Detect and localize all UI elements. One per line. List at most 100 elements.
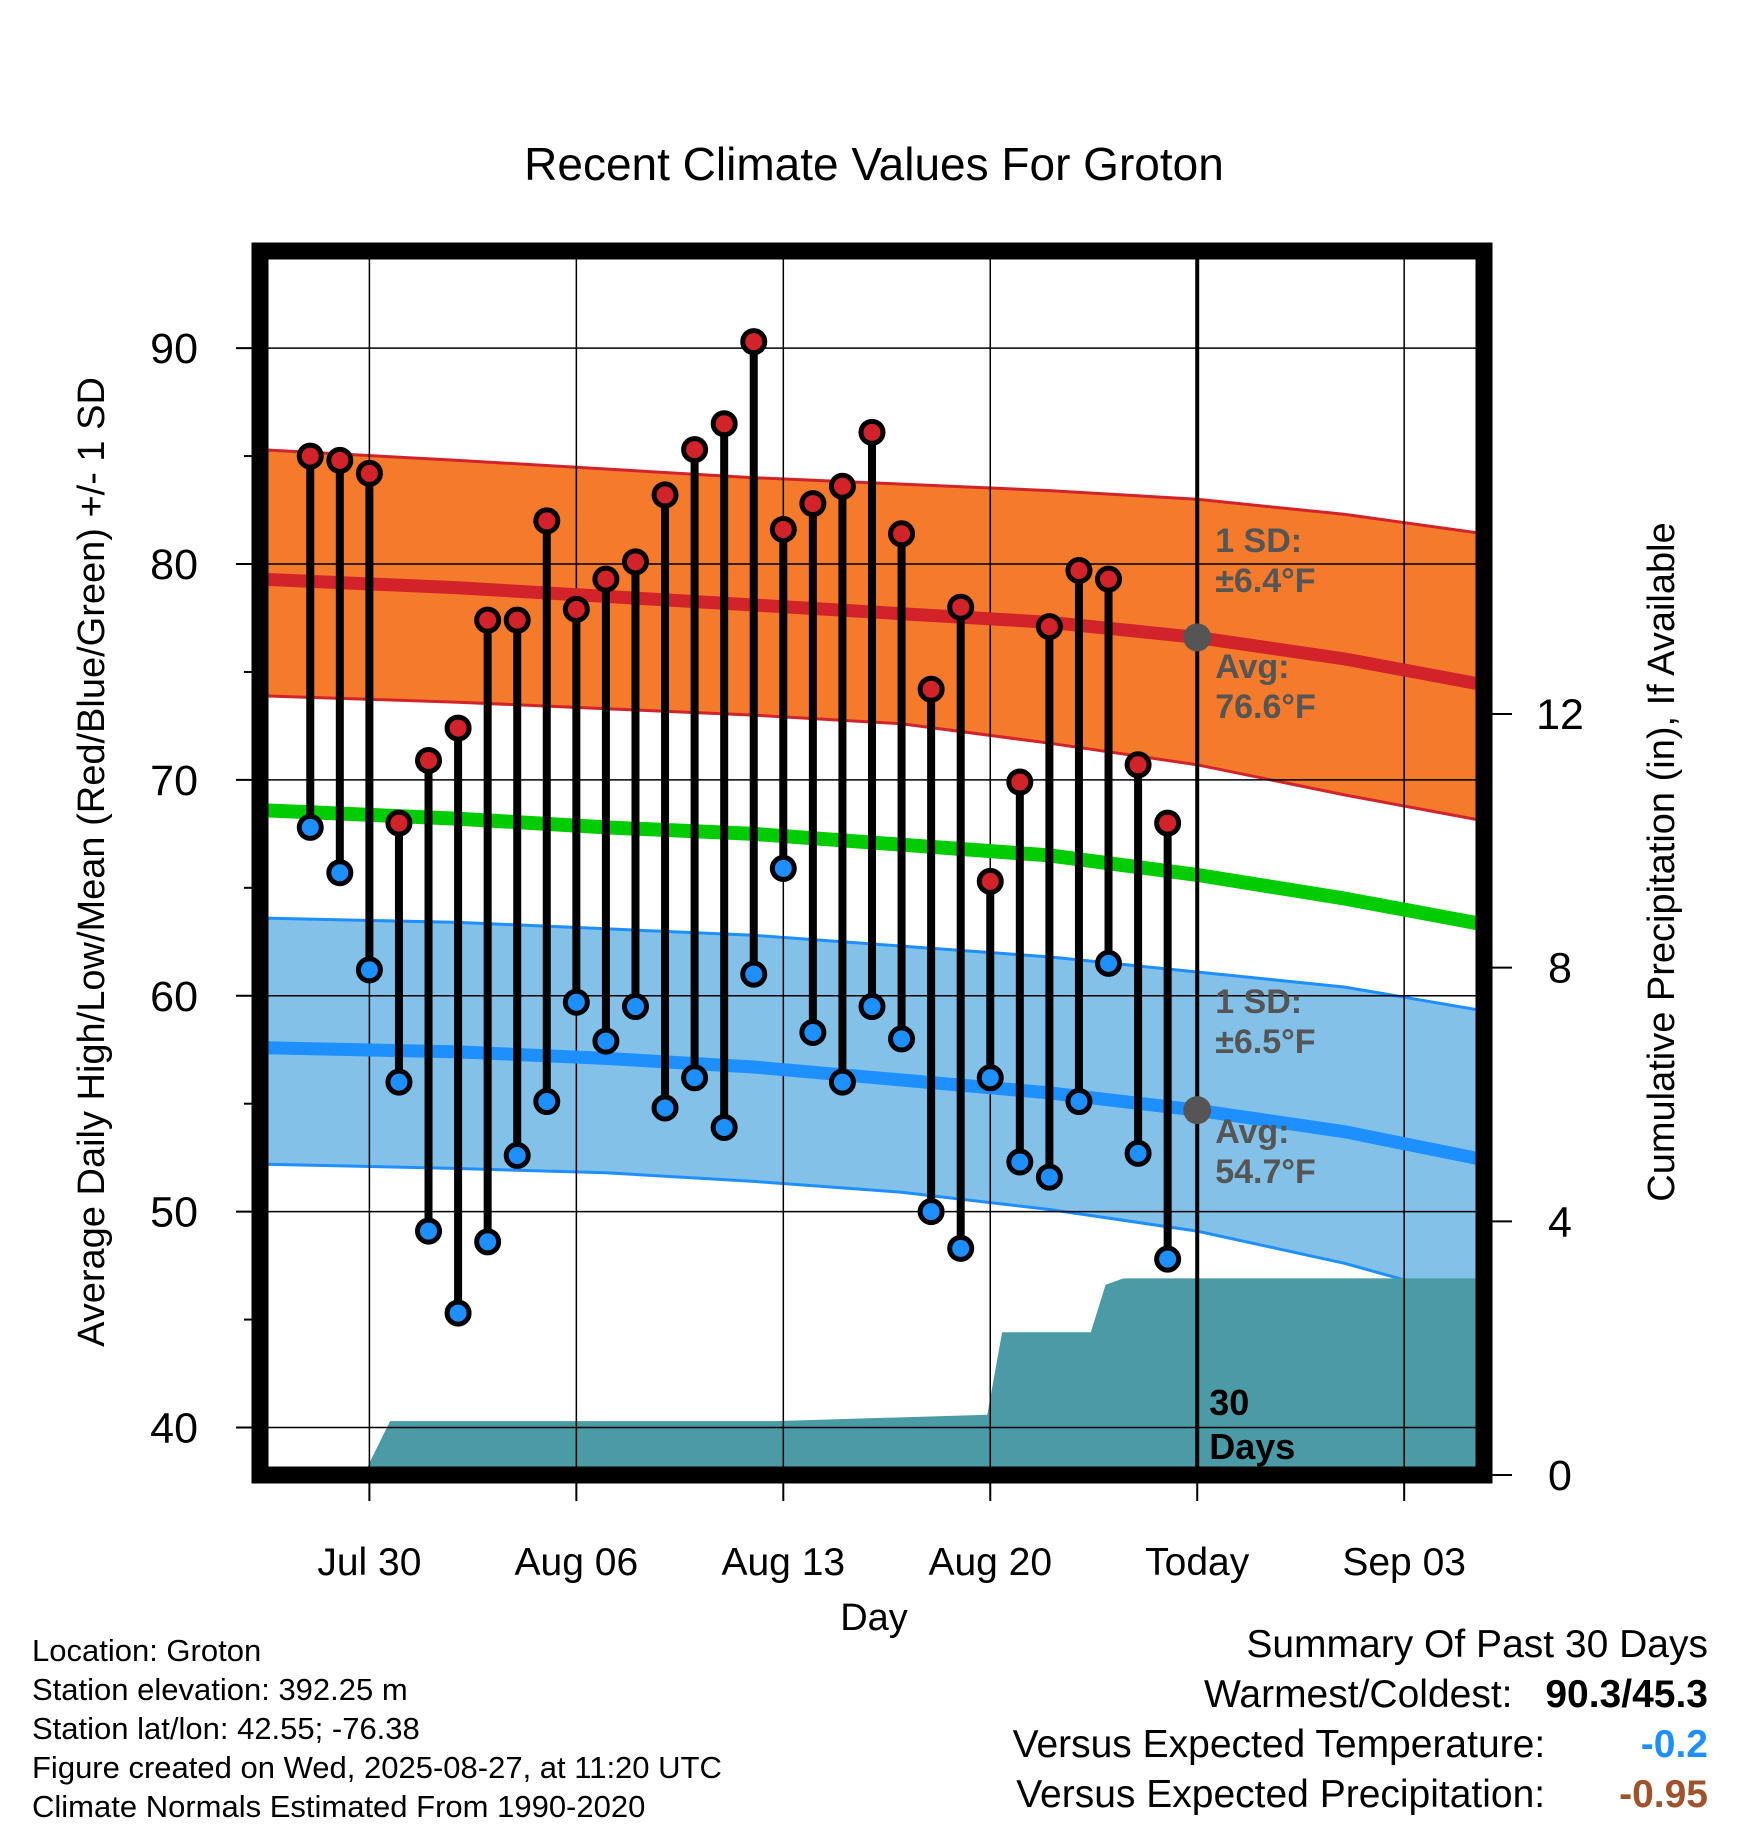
summary-panel: Summary Of Past 30 Days Warmest/Coldest:… [1013, 1620, 1708, 1820]
chart-title: Recent Climate Values For Groton [524, 138, 1224, 190]
observed-low-point [1035, 1163, 1063, 1191]
observed-high-point [1095, 565, 1123, 593]
observed-high-point [651, 481, 679, 509]
low-lower-line [260, 1162, 1484, 1304]
high-sd-value: ±6.4°F [1215, 562, 1315, 600]
low-avg-label: Avg: [1215, 1113, 1289, 1151]
observed-high-point [1154, 809, 1182, 837]
observed-low-point [1095, 949, 1123, 977]
y-tick-label: 50 [150, 1189, 198, 1237]
high-upper-line [260, 448, 1484, 536]
today-days-text: Days [1209, 1426, 1295, 1467]
observed-high-point [415, 746, 443, 774]
y2-tick-label: 8 [1548, 945, 1572, 993]
x-axis-label: Day [840, 1597, 908, 1639]
observed-high-point [503, 606, 531, 634]
observed-high-point [1065, 556, 1093, 584]
y-tick-label: 80 [150, 541, 198, 589]
today-low-avg-marker [1183, 1096, 1212, 1125]
x-tick-label: Aug 13 [721, 1541, 845, 1584]
temp-value: -0.2 [1640, 1723, 1708, 1766]
created-text: Figure created on Wed, 2025-08-27, at 11… [32, 1750, 722, 1785]
high-avg-label: Avg: [1215, 648, 1289, 686]
station-info: Location: Groton Station elevation: 392.… [32, 1631, 722, 1826]
observed-high-point [296, 442, 324, 470]
observed-low-point [444, 1299, 472, 1327]
y2-tick-label: 0 [1548, 1452, 1572, 1500]
x-tick-label: Sep 03 [1342, 1541, 1466, 1584]
observed-high-point [592, 565, 620, 593]
observed-low-point [799, 1018, 827, 1046]
precip-value: -0.95 [1619, 1773, 1708, 1816]
high-sd-label: 1 SD: [1215, 522, 1302, 560]
observed-low-point [710, 1113, 738, 1141]
warm-cold-label: Warmest/Coldest: [1204, 1673, 1513, 1716]
warm-cold-value: 90.3/45.3 [1545, 1673, 1708, 1716]
observed-low-point [828, 1068, 856, 1096]
high-avg-value: 76.6°F [1215, 688, 1316, 726]
observed-low-point [651, 1094, 679, 1122]
summary-temp: Versus Expected Temperature: -0.2 [1013, 1720, 1708, 1770]
observed-high-point [976, 867, 1004, 895]
observed-low-point [326, 859, 354, 887]
observed-low-point [769, 854, 797, 882]
temp-label: Versus Expected Temperature: [1012, 1723, 1546, 1766]
y-tick-label: 60 [150, 973, 198, 1021]
low-sd-band [260, 918, 1484, 1303]
observed-low-point [1006, 1148, 1034, 1176]
observed-high-point [828, 472, 856, 500]
summary-title: Summary Of Past 30 Days [1246, 1623, 1708, 1666]
elevation-text: Station elevation: 392.25 m [32, 1672, 408, 1707]
observed-high-point [385, 809, 413, 837]
latlon-text: Station lat/lon: 42.55; -76.38 [32, 1711, 420, 1746]
observed-low-point [740, 960, 768, 988]
observed-low-point [858, 993, 886, 1021]
observed-high-point [474, 606, 502, 634]
x-tick-label: Today [1145, 1541, 1250, 1584]
y2-tick-label: 12 [1536, 691, 1584, 739]
observed-high-point [355, 459, 383, 487]
y-axis-label-left: Average Daily High/Low/Mean (Red/Blue/Gr… [71, 377, 113, 1347]
normals-text: Climate Normals Estimated From 1990-2020 [32, 1789, 646, 1824]
observed-low-point [681, 1064, 709, 1092]
observed-high-point [917, 675, 945, 703]
y-tick-label: 70 [150, 757, 198, 805]
observed-low-point [296, 813, 324, 841]
observed-low-point [917, 1198, 945, 1226]
plot-frame [251, 242, 1493, 1484]
x-tick-label: Aug 06 [515, 1541, 639, 1584]
observed-low-point [976, 1064, 1004, 1092]
observed-low-point [562, 988, 590, 1016]
today-high-avg-marker [1183, 623, 1212, 652]
observed-high-point [858, 418, 886, 446]
observed-high-point [533, 507, 561, 535]
y-tick-label: 40 [150, 1405, 198, 1453]
y2-tick-label: 4 [1548, 1198, 1572, 1246]
x-tick-label: Jul 30 [317, 1541, 421, 1584]
observed-low-point [503, 1142, 531, 1170]
observed-high-point [710, 410, 738, 438]
x-tick-label: Aug 20 [928, 1541, 1052, 1584]
observed-low-point [947, 1234, 975, 1262]
precipitation-area [260, 1278, 1484, 1475]
low-average-line [260, 1041, 1484, 1167]
today-days-number: 30 [1209, 1382, 1249, 1423]
observed-high-point [562, 595, 590, 623]
observed-low-point [355, 956, 383, 984]
low-avg-value: 54.7°F [1215, 1153, 1316, 1191]
observed-high-point [888, 520, 916, 548]
observed-low-point [1065, 1088, 1093, 1116]
low-sd-value: ±6.5°F [1215, 1023, 1315, 1061]
observed-high-point [769, 515, 797, 543]
observed-low-point [592, 1027, 620, 1055]
observed-low-point [415, 1217, 443, 1245]
location-text: Location: Groton [32, 1633, 262, 1668]
observed-low-point [385, 1068, 413, 1096]
observed-high-point [740, 328, 768, 356]
observed-high-point [326, 446, 354, 474]
y-tick-label: 90 [150, 325, 198, 373]
observed-high-point [621, 548, 649, 576]
precip-label: Versus Expected Precipitation: [1016, 1773, 1546, 1816]
